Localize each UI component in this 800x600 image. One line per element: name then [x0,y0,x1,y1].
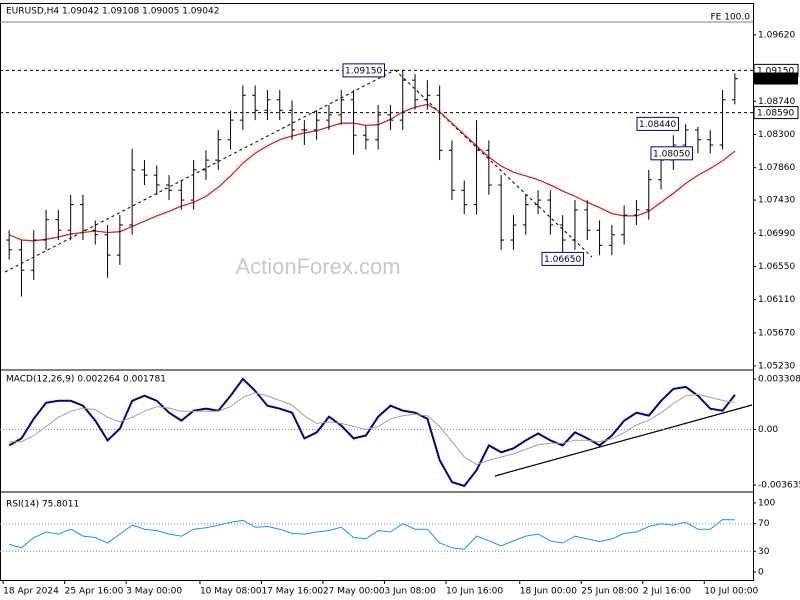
price-tag-label: 1.09150 [757,66,794,76]
y-tick-label: 100 [758,499,775,509]
annotation-box [650,146,693,161]
indicator-line [9,519,735,550]
y-tick-label: 1.06110 [758,295,795,305]
macd-trend-line [494,404,753,477]
chart-frame [0,3,754,581]
y-tick-label: 0.003308 [758,374,800,384]
x-tick-label: 10 May 08:00 [200,587,262,597]
y-tick-label: 1.05230 [758,361,795,371]
x-tick-label: 25 Apr 16:00 [65,587,124,597]
y-tick-label: 0 [758,567,764,577]
x-tick-label: 27 May 00:00 [323,587,385,597]
y-tick-label: 1.06990 [758,229,795,239]
price-tag-label: 1.08590 [757,109,794,119]
annotation-label: 1.08050 [653,149,690,159]
x-tick-label: 2 Jul 16:00 [643,587,692,597]
y-tick-label: 1.07860 [758,163,795,173]
x-tick-label: 25 Jun 08:00 [581,587,638,597]
x-tick-label: 17 May 16:00 [261,587,323,597]
rsi-title: RSI(14) 75.8011 [6,500,79,510]
x-tick-label: 3 May 00:00 [126,587,182,597]
y-tick-label: 0.00 [758,425,778,435]
annotation-label: 1.09150 [345,66,382,76]
y-tick-label: 1.05670 [758,328,795,338]
macd-title: MACD(12,26,9) 0.002264 0.001781 [6,375,166,385]
x-tick-label: 18 Apr 2024 [3,587,59,597]
annotation-label: 1.08440 [639,120,676,130]
watermark: ActionForex.com [235,254,400,279]
fe-label: FE 100.0 [711,13,751,23]
price-tag [753,106,799,120]
y-tick-label: 30 [758,547,770,557]
y-tick-label: 1.08740 [758,97,795,107]
chart-title: EURUSD,H4 1.09042 1.09108 1.09005 1.0904… [6,7,219,17]
y-tick-label: 1.08300 [758,130,795,140]
y-tick-label: 1.07430 [758,196,795,206]
x-tick-label: 18 Jun 00:00 [520,587,577,597]
y-tick-label: -0.003635 [758,481,800,491]
y-tick-label: 1.09620 [758,30,795,40]
x-tick-label: 10 Jul 00:00 [704,587,758,597]
annotation-box [342,63,385,78]
x-tick-label: 10 Jun 16:00 [446,587,503,597]
trend-line [4,69,396,273]
indicator-line [8,377,736,488]
annotation-label: 1.06650 [544,255,581,265]
annotation-box [541,251,584,266]
last-price-label: 1.09042 [757,75,794,85]
indicator-line [9,392,735,466]
y-tick-label: 1.06550 [758,262,795,272]
last-price-tag [754,72,798,85]
y-tick-label: 70 [758,519,770,529]
x-tick-label: 3 Jun 08:00 [384,587,436,597]
annotation-box [636,116,679,131]
moving-average [8,103,736,242]
